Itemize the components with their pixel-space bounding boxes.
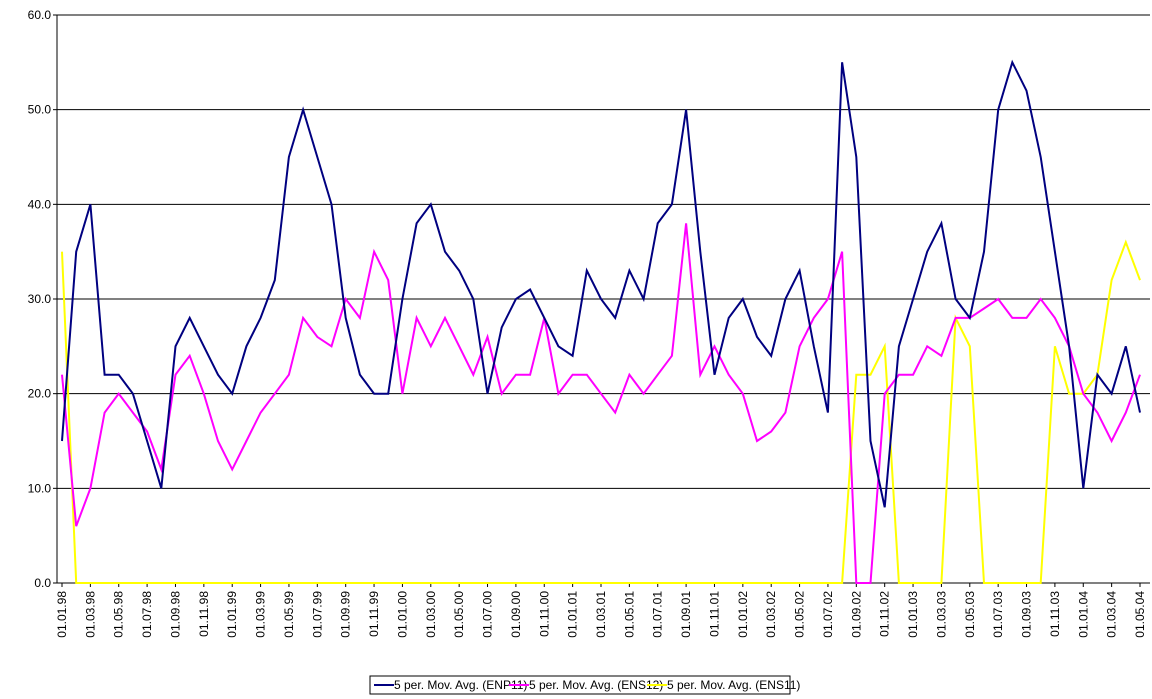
legend-label: 5 per. Mov. Avg. (ENS12): [529, 678, 663, 692]
x-tick-label: 01.05.00: [452, 591, 466, 638]
y-tick-label: 50.0: [28, 103, 52, 117]
y-tick-label: 10.0: [28, 481, 52, 495]
x-tick-label: 01.05.02: [793, 591, 807, 638]
x-tick-label: 01.11.02: [878, 591, 892, 637]
series-line: [61, 239, 1141, 584]
x-tick-label: 01.07.03: [991, 591, 1005, 638]
x-tick-label: 01.11.99: [367, 591, 381, 637]
x-tick-label: 01.01.01: [566, 591, 580, 638]
legend-label: 5 per. Mov. Avg. (ENS11): [667, 678, 800, 692]
x-tick-label: 01.03.98: [83, 591, 97, 638]
x-tick-label: 01.07.99: [310, 591, 324, 638]
x-tick-label: 01.09.03: [1020, 591, 1034, 638]
x-tick-label: 01.03.00: [424, 591, 438, 638]
x-tick-label: 01.11.00: [537, 591, 551, 637]
x-tick-label: 01.03.01: [594, 591, 608, 638]
legend: 5 per. Mov. Avg. (ENP11) 5 per. Mov. Avg.…: [369, 675, 800, 695]
x-tick-label: 01.05.03: [963, 591, 977, 638]
y-tick-label: 30.0: [28, 292, 52, 306]
x-tick-label: 01.11.03: [1048, 591, 1062, 637]
x-tick-label: 01.09.00: [509, 591, 523, 638]
x-tick-label: 01.07.00: [481, 591, 495, 638]
series-line: [61, 223, 1141, 584]
x-tick-label: 01.09.01: [679, 591, 693, 638]
x-tick-label: 01.05.99: [282, 591, 296, 638]
legend-box: [369, 675, 791, 695]
x-tick-label: 01.01.98: [55, 591, 69, 638]
x-tick-label: 01.11.98: [197, 591, 211, 637]
legend-label: 5 per. Mov. Avg. (ENP11): [394, 678, 527, 692]
x-tick-label: 01.05.04: [1133, 591, 1147, 638]
x-tick-label: 01.01.03: [906, 591, 920, 638]
x-tick-label: 01.09.02: [849, 591, 863, 638]
x-tick-label: 01.03.04: [1105, 591, 1119, 638]
x-tick-label: 01.07.98: [140, 591, 154, 638]
x-tick-label: 01.05.01: [622, 591, 636, 638]
y-tick-label: 20.0: [28, 387, 52, 401]
x-tick-label: 01.11.01: [707, 591, 721, 637]
x-tick-label: 01.01.00: [395, 591, 409, 638]
x-tick-label: 01.07.01: [651, 591, 665, 638]
x-tick-label: 01.01.99: [225, 591, 239, 638]
series-line: [61, 59, 1141, 508]
x-tick-label: 01.05.98: [112, 591, 126, 638]
y-tick-label: 60.0: [28, 8, 52, 22]
x-tick-label: 01.01.02: [736, 591, 750, 638]
x-tick-label: 01.09.98: [168, 591, 182, 638]
y-tick-label: 40.0: [28, 197, 52, 211]
x-tick-label: 01.01.04: [1076, 591, 1090, 638]
x-tick-label: 01.03.99: [254, 591, 268, 638]
x-tick-label: 01.09.99: [339, 591, 353, 638]
x-tick-label: 01.03.02: [764, 591, 778, 638]
x-tick-label: 01.03.03: [934, 591, 948, 638]
y-tick-label: 0.0: [34, 576, 51, 590]
x-tick-label: 01.07.02: [821, 591, 835, 638]
